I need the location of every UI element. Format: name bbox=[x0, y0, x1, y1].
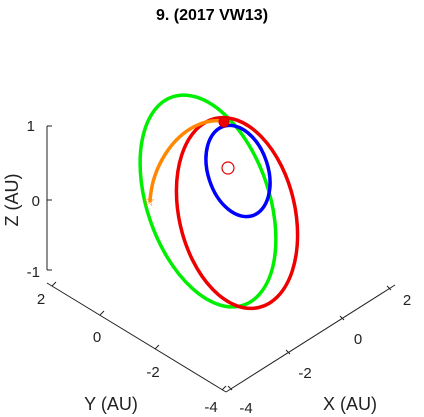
green-orbit bbox=[138, 93, 278, 309]
chart-title: 9. (2017 VW13) bbox=[156, 7, 268, 24]
x-tick-mark-neg2 bbox=[285, 349, 291, 355]
sun-marker bbox=[221, 161, 235, 175]
y-tick-mark-0 bbox=[99, 310, 105, 316]
y-axis-line bbox=[46, 282, 227, 393]
x-tick-mark-neg4 bbox=[227, 385, 233, 391]
y-tick-mark-neg2 bbox=[154, 344, 160, 350]
red-orbit bbox=[174, 115, 300, 311]
x-tick-label-0: 0 bbox=[354, 331, 362, 348]
x-tick-label-neg4: -4 bbox=[239, 400, 252, 417]
y-tick-mark-neg4 bbox=[221, 385, 227, 391]
x-tick-label-neg2: -2 bbox=[298, 365, 311, 382]
y-tick-label-2: 2 bbox=[37, 291, 45, 308]
z-tick-label-1: 1 bbox=[27, 118, 35, 135]
x-axis-label: X (AU) bbox=[323, 394, 377, 414]
y-tick-mark-2 bbox=[51, 281, 57, 287]
z-tick-label-0: 0 bbox=[32, 193, 40, 210]
x-tick-label-2: 2 bbox=[403, 292, 411, 309]
blue-orbit bbox=[204, 123, 272, 219]
z-tick-label-neg1: -1 bbox=[27, 264, 40, 281]
y-tick-label-neg2: -2 bbox=[146, 364, 159, 381]
x-tick-mark-2 bbox=[386, 285, 392, 291]
y-axis-label: Y (AU) bbox=[84, 394, 138, 414]
y-tick-label-0: 0 bbox=[93, 329, 101, 346]
departure-marker bbox=[218, 116, 230, 128]
y-tick-label-neg4: -4 bbox=[204, 399, 217, 416]
x-axis-line bbox=[225, 284, 396, 393]
x-tick-mark-0 bbox=[339, 315, 345, 321]
transfer-arc bbox=[148, 118, 229, 203]
arrival-star-marker: ☆ bbox=[143, 194, 156, 210]
z-axis-label: Z (AU) bbox=[2, 174, 22, 227]
